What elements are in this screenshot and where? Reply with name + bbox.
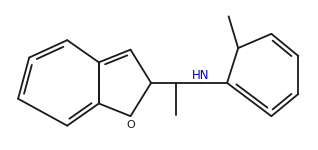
- Text: HN: HN: [191, 69, 209, 82]
- Text: O: O: [126, 120, 135, 130]
